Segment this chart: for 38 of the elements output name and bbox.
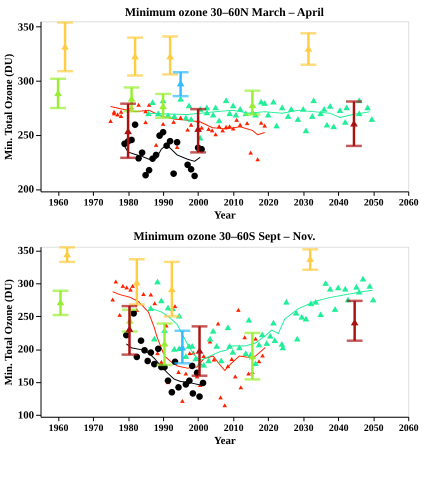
y-tick-label: 300	[18, 75, 35, 88]
x-tick-label: 2060	[398, 198, 419, 209]
y-tick-label: 250	[18, 130, 35, 142]
x-tick-label: 1960	[48, 198, 68, 209]
y-axis-title: Min. Total Ozone (DU)	[2, 53, 15, 160]
x-tick-label: 1980	[118, 198, 139, 209]
x-tick-label: 2000	[188, 198, 209, 209]
y-tick-label: 350	[18, 245, 35, 258]
x-tick-label: 2020	[258, 198, 279, 209]
y-tick-label: 350	[18, 21, 35, 34]
x-axis-title: Year	[214, 210, 236, 222]
x-tick-label: 1980	[118, 423, 139, 434]
x-tick-label: 2010	[224, 198, 244, 209]
x-tick-label: 2010	[224, 423, 244, 434]
y-tick-label: 150	[18, 376, 35, 388]
y-tick-label: 200	[18, 184, 35, 196]
x-tick-label: 2000	[188, 423, 209, 434]
x-tick-label: 1970	[84, 423, 104, 434]
chart-title: Minimum ozone 30–60S Sept – Nov.	[133, 228, 316, 243]
x-axis-title: Year	[214, 434, 236, 447]
y-tick-label: 250	[18, 310, 35, 323]
x-tick-label: 2060	[398, 423, 419, 434]
x-tick-label: 2030	[294, 198, 314, 209]
y-tick-label: 300	[18, 278, 35, 290]
x-tick-label: 1960	[48, 423, 68, 434]
y-tick-label: 100	[18, 409, 35, 422]
x-tick-label: 1990	[154, 198, 174, 209]
x-tick-label: 1970	[84, 198, 104, 209]
x-tick-label: 2050	[364, 423, 384, 434]
x-tick-label: 2030	[294, 423, 314, 434]
x-tick-label: 2040	[328, 198, 349, 209]
chart-title: Minimum ozone 30–60N March – April	[124, 4, 325, 19]
x-tick-label: 1990	[154, 423, 174, 434]
x-tick-label: 2050	[364, 198, 384, 209]
x-tick-label: 2020	[258, 423, 279, 434]
x-tick-label: 2040	[328, 423, 349, 434]
y-tick-label: 200	[18, 344, 35, 356]
y-axis-title: Min. Total Ozone (DU)	[2, 278, 15, 386]
